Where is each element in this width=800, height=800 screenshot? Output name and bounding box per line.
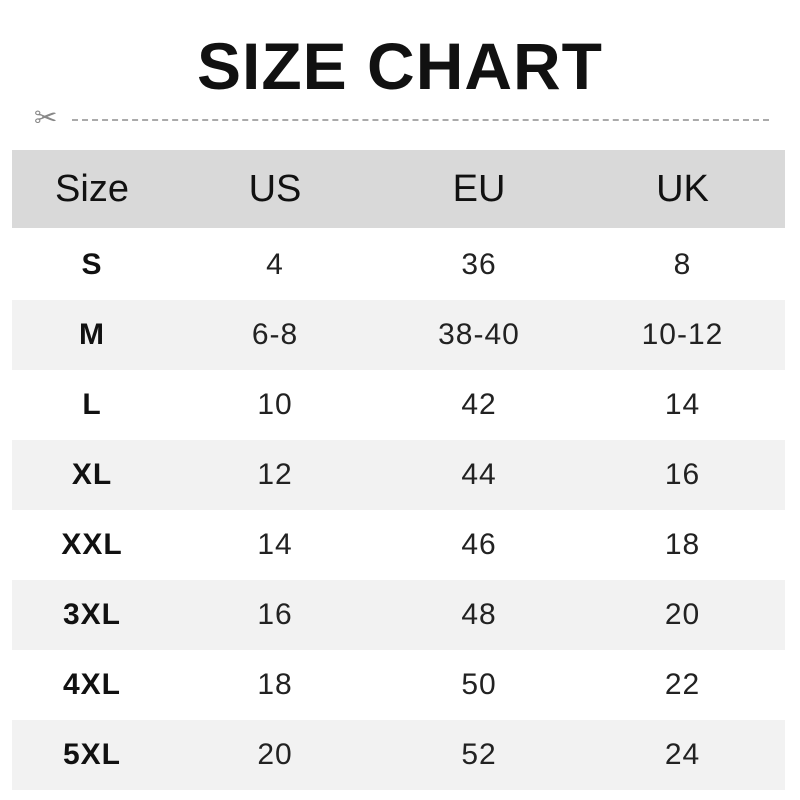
cell-eu: 48	[461, 598, 497, 631]
cell-us: 10	[257, 388, 293, 421]
cell-size: 5XL	[62, 738, 122, 771]
header-eu: EU	[452, 167, 506, 210]
cell-size: M	[79, 318, 105, 351]
dashed-divider	[72, 119, 769, 121]
table-row: XXL 14 46 18	[12, 510, 785, 580]
cell-size: 4XL	[62, 668, 122, 701]
cell-eu: 42	[461, 388, 497, 421]
cell-uk: 20	[664, 598, 701, 631]
header-us: US	[248, 167, 302, 210]
cell-uk: 22	[664, 668, 701, 701]
size-table: Size US EU UK S 4 36 8 M 6-8 38-40 10-12 L 10 42 14…	[12, 150, 785, 790]
cut-line: ✂	[34, 104, 769, 132]
table-row: L 10 42 14	[12, 370, 785, 440]
cell-us: 4	[266, 248, 284, 281]
cell-us: 16	[257, 598, 293, 631]
cell-us: 14	[257, 528, 293, 561]
cell-size: XL	[71, 458, 113, 491]
cell-eu: 36	[461, 248, 497, 281]
cell-us: 12	[257, 458, 293, 491]
cell-uk: 10-12	[641, 318, 724, 351]
cell-us: 6-8	[251, 318, 299, 351]
table-row: XL 12 44 16	[12, 440, 785, 510]
cell-eu: 50	[461, 668, 497, 701]
header-size: Size	[55, 167, 129, 210]
cell-size: XXL	[61, 528, 123, 561]
table-row: 4XL 18 50 22	[12, 650, 785, 720]
page-title: SIZE CHART	[197, 29, 603, 103]
cell-eu: 38-40	[438, 318, 520, 351]
cell-eu: 46	[461, 528, 497, 561]
table-row: 3XL 16 48 20	[12, 580, 785, 650]
cell-uk: 24	[664, 738, 701, 771]
header-uk: UK	[656, 167, 709, 210]
table-row: 5XL 20 52 24	[12, 720, 785, 790]
cell-uk: 8	[673, 248, 692, 281]
table-row: S 4 36 8	[12, 230, 785, 300]
table-row: M 6-8 38-40 10-12	[12, 300, 785, 370]
cell-size: S	[81, 248, 103, 281]
cell-us: 18	[257, 668, 293, 701]
cell-us: 20	[257, 738, 293, 771]
cell-uk: 16	[664, 458, 701, 491]
cell-eu: 52	[461, 738, 497, 771]
cell-size: 3XL	[62, 598, 122, 631]
scissors-icon: ✂	[34, 102, 58, 133]
table-header: Size US EU UK	[12, 150, 785, 228]
cell-uk: 14	[664, 388, 701, 421]
cell-eu: 44	[461, 458, 497, 491]
cell-uk: 18	[664, 528, 701, 561]
cell-size: L	[82, 388, 102, 421]
